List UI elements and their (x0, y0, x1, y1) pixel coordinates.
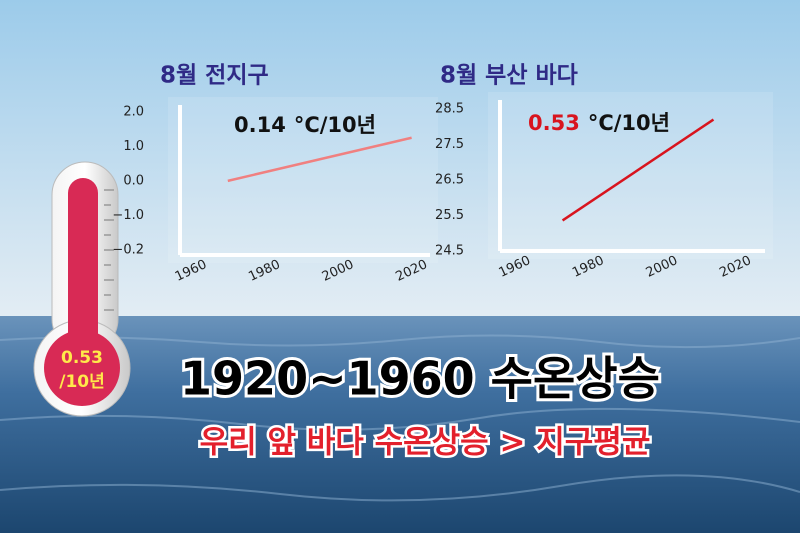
y-tick-label: 1.0 (123, 139, 144, 154)
annotation: 0.14 °C/10년 (234, 113, 376, 137)
sea (0, 316, 800, 533)
y-tick-label: 27.5 (435, 137, 464, 152)
annotation: 0.53 °C/10년 (528, 111, 670, 135)
subheadline: 우리 앞 바다 수온상승 > 지구평균 (200, 425, 651, 461)
plot-panel (168, 97, 438, 263)
waves (0, 334, 800, 502)
thermometer-rate: 0.53 (61, 348, 103, 368)
y-tick-label: 26.5 (435, 172, 464, 187)
sky (0, 0, 800, 318)
thermometer: 0.53 /10년 (33, 161, 131, 417)
annotation-rate: 0.53 (528, 111, 580, 135)
headline: 1920~1960 수온상승 (180, 352, 660, 406)
y-tick-label: 25.5 (435, 208, 464, 223)
chart-title: 8월 전지구 (160, 63, 269, 89)
thermometer-unit: /10년 (59, 372, 105, 392)
y-tick-label: 28.5 (435, 101, 464, 116)
y-tick-label: 0.0 (123, 173, 144, 188)
y-tick-label: −0.2 (112, 242, 144, 257)
annotation-unit: °C/10년 (588, 111, 670, 135)
chart: 8월 부산 바다0.53 °C/10년28.527.526.525.524.519… (435, 63, 773, 281)
trend-line (227, 136, 412, 183)
trend-line (561, 118, 715, 222)
annotation-unit: °C/10년 (294, 113, 376, 137)
chart-title: 8월 부산 바다 (440, 63, 578, 89)
y-tick-label: 24.5 (435, 244, 464, 259)
y-tick-label: −1.0 (112, 208, 144, 223)
annotation-rate: 0.14 (234, 113, 286, 137)
y-tick-label: 2.0 (123, 104, 144, 119)
